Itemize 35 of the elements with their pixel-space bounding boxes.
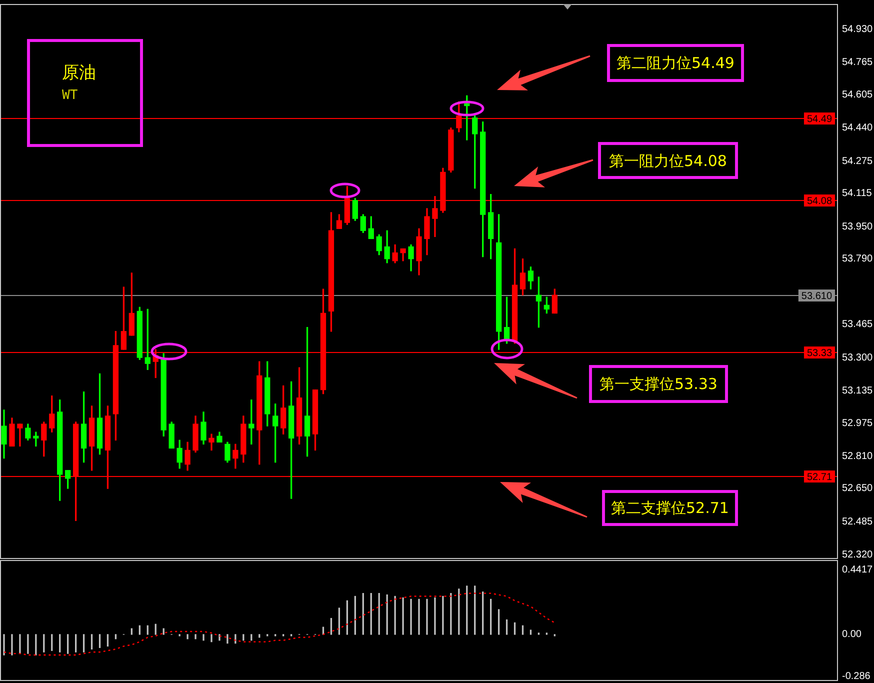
rectangle-outline: 第二阻力位54.49 xyxy=(607,44,744,82)
y-tick-label: 52.320 xyxy=(842,550,874,561)
y-tick-label: 53.790 xyxy=(842,254,874,265)
annotation: 第二支撑位52.71 xyxy=(611,499,729,517)
rectangle-outline: 第二支撑位52.71 xyxy=(602,490,738,526)
y-tick-label: 54.115 xyxy=(842,188,872,200)
line-series xyxy=(3,592,556,656)
y-tick-label: 53.465 xyxy=(842,319,874,330)
y-tick-label: 0.00 xyxy=(842,629,862,640)
y-tick-label: -0.286 xyxy=(842,671,871,682)
y-tick-label: 52.810 xyxy=(842,451,874,462)
y-tick-label: 52.975 xyxy=(842,418,874,429)
y-tick-label: 53.300 xyxy=(842,352,874,364)
y-tick-label: 54.605 xyxy=(842,89,874,100)
annotation: 第一支撑位53.33 xyxy=(600,375,718,393)
y-tick-label: 54.930 xyxy=(842,24,874,35)
ref-line-label: 53.33 xyxy=(806,348,832,359)
ref-line-label: 52.71 xyxy=(806,472,832,483)
candlestick xyxy=(17,424,23,447)
y-tick-label: 0.4417 xyxy=(842,564,874,576)
ref-line-label: 53.610 xyxy=(801,290,832,302)
y-tick-label: 53.135 xyxy=(842,386,874,397)
y-tick-label: 52.485 xyxy=(842,516,874,528)
annotation: 第二阻力位54.49 xyxy=(616,54,734,72)
y-tick-label: 54.275 xyxy=(842,156,874,167)
annotation: 第一阻力位54.08 xyxy=(609,152,727,170)
ref-line-label: 54.49 xyxy=(806,114,832,125)
y-tick-label: 53.950 xyxy=(842,221,874,232)
y-tick-label: 52.650 xyxy=(842,483,874,494)
rectangle-outline: 第一阻力位54.08 xyxy=(598,142,738,179)
rectangle-outline: 第一支撑位53.33 xyxy=(589,365,728,403)
rectangle-outline: 原油 WT xyxy=(27,39,143,147)
y-tick-label: 54.765 xyxy=(842,57,874,68)
y-tick-label: 54.440 xyxy=(842,122,874,134)
ref-line-label: 54.08 xyxy=(806,196,832,207)
